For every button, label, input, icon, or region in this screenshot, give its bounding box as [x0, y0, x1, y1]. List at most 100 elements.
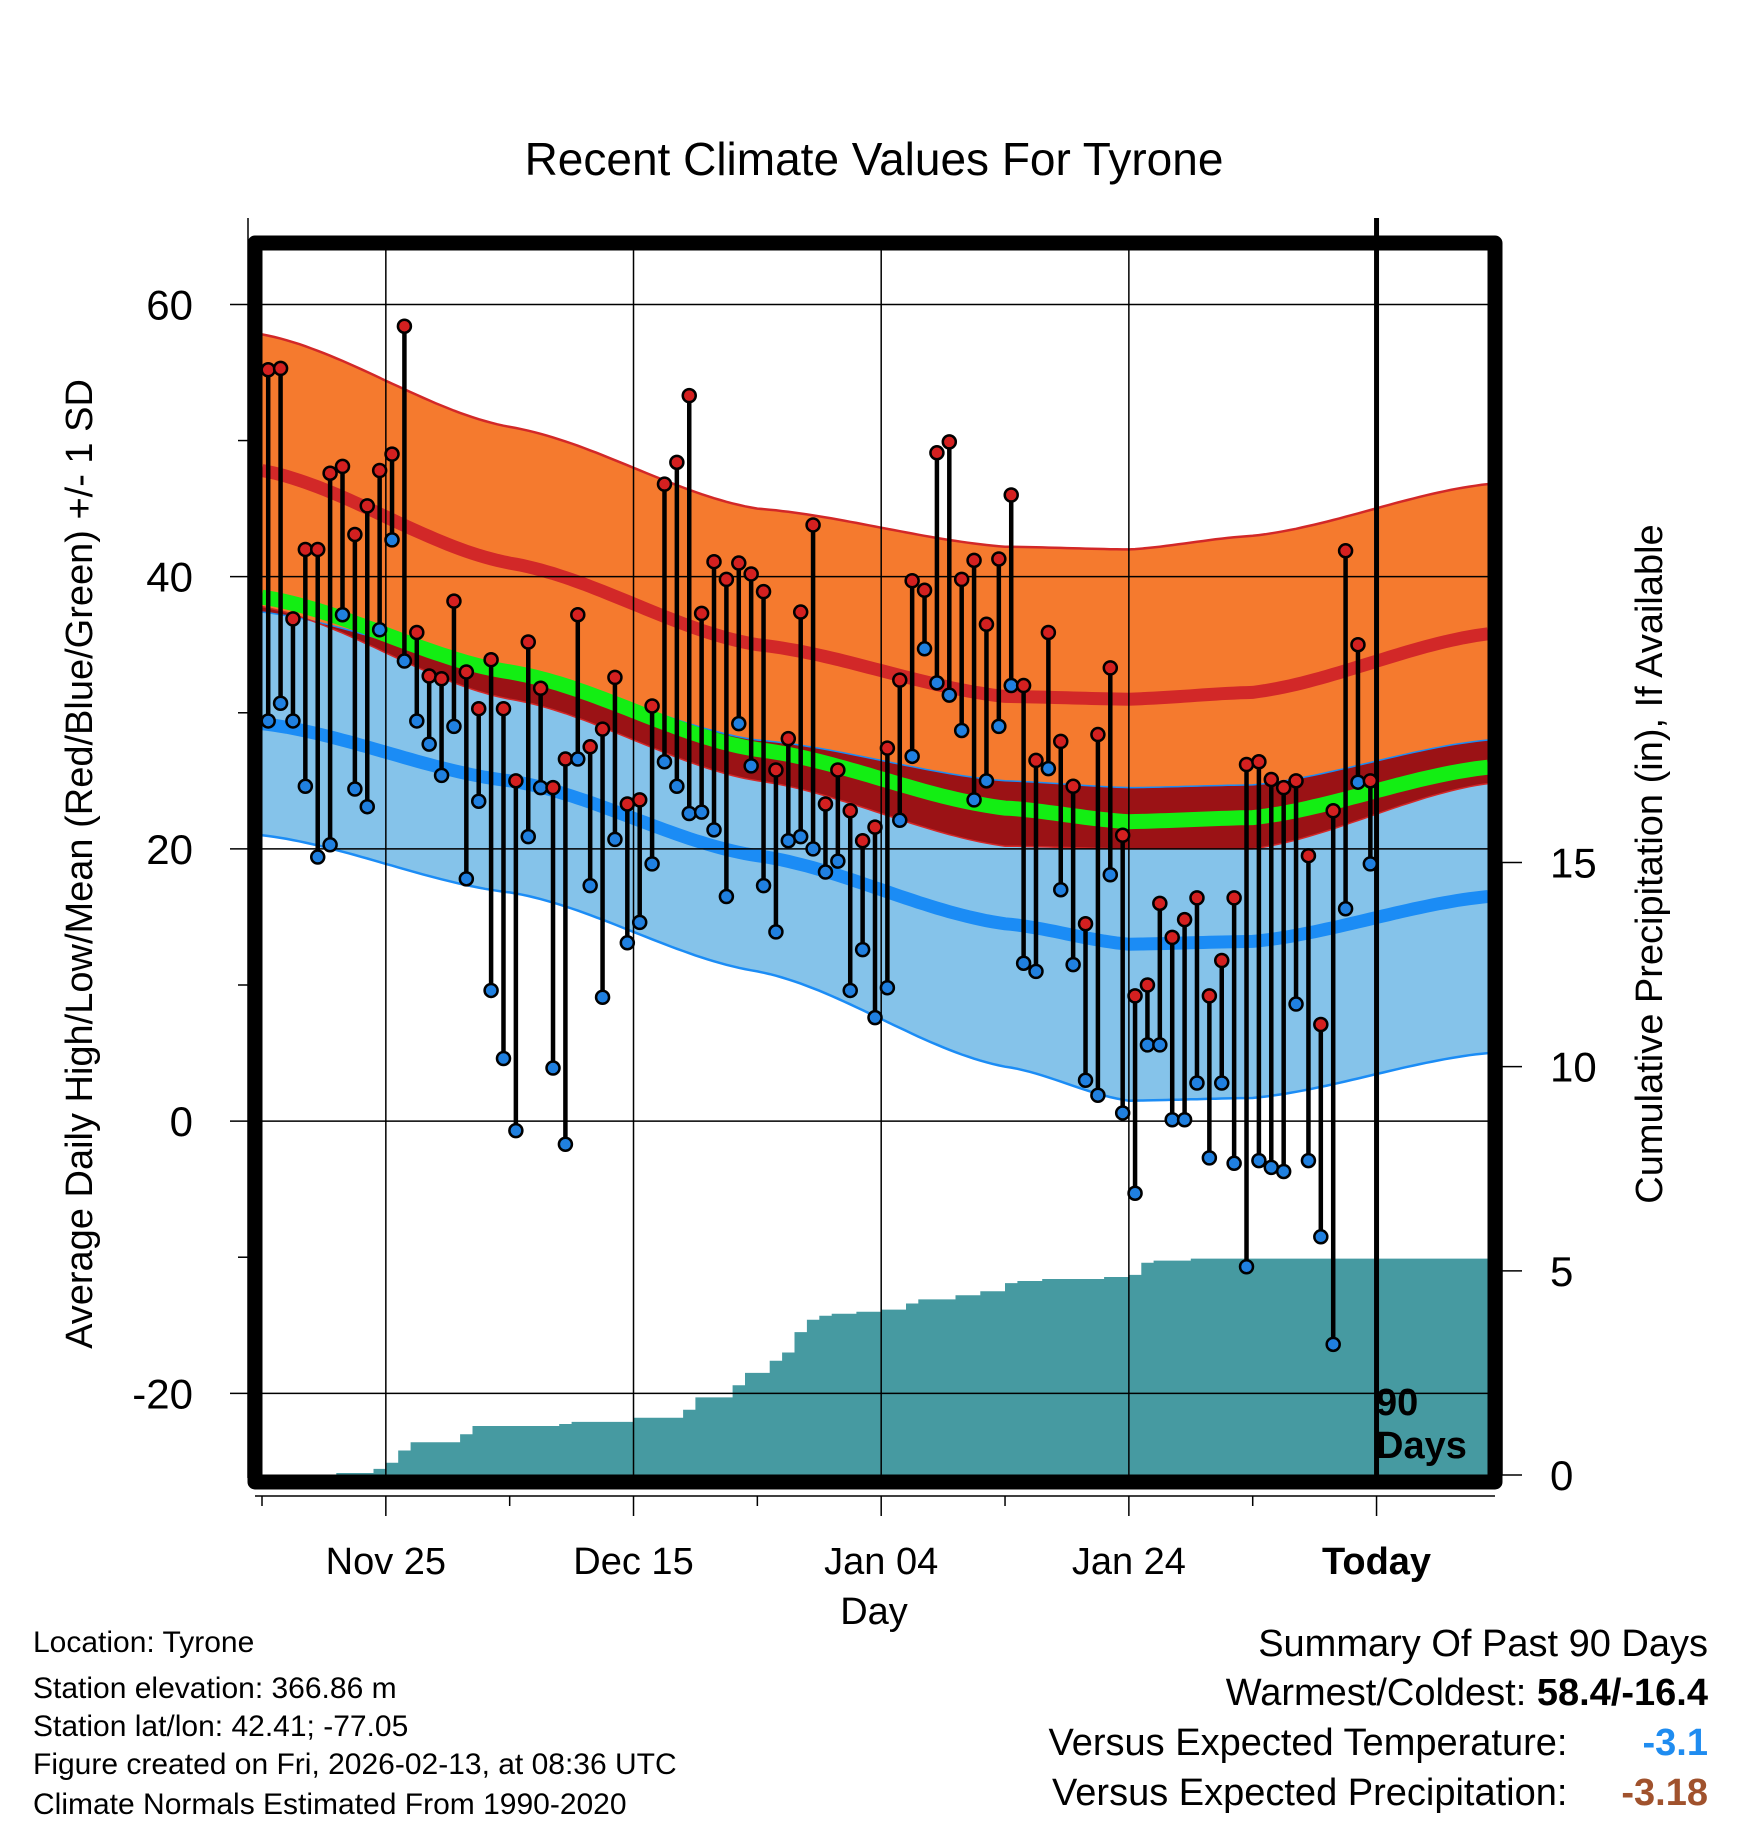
observed-high-point — [594, 721, 611, 737]
observed-high-point — [260, 362, 276, 378]
observed-high-point — [1300, 847, 1317, 864]
observed-high-point — [631, 792, 648, 808]
observed-low-point — [669, 778, 685, 795]
y-tick-label: 20 — [146, 826, 193, 873]
summary-title: Summary Of Past 90 Days — [1258, 1623, 1708, 1665]
observed-high-point — [1139, 977, 1156, 993]
observed-low-point — [1189, 1075, 1205, 1091]
observed-low-point — [656, 754, 673, 770]
observed-high-point — [854, 832, 871, 849]
observed-high-point — [1337, 543, 1354, 559]
observed-high-point — [656, 476, 673, 492]
observed-low-point — [966, 792, 982, 808]
observed-low-point — [1015, 955, 1032, 971]
observed-low-point — [718, 888, 735, 905]
observed-high-point — [495, 700, 512, 717]
observed-high-point — [1065, 778, 1081, 795]
observed-low-point — [309, 849, 326, 865]
observed-high-point — [1362, 773, 1379, 789]
observed-high-point — [1263, 771, 1280, 788]
observed-high-point — [830, 762, 846, 778]
observed-high-point — [1176, 911, 1193, 928]
elevation-text: Station elevation: 366.86 m — [33, 1672, 397, 1705]
observed-high-point — [941, 434, 958, 450]
observed-high-point — [1077, 916, 1094, 932]
observed-high-point — [619, 796, 636, 812]
plot-area — [260, 218, 1488, 1475]
observed-high-point — [297, 541, 314, 558]
observed-low-point — [607, 831, 623, 848]
x-axis: Nov 25 Dec 15 Jan 04 Jan 24 Today — [255, 1495, 1495, 1583]
observed-low-point — [483, 982, 499, 999]
observed-high-point — [309, 541, 326, 558]
observed-low-point — [743, 758, 759, 774]
observed-low-point — [644, 856, 660, 872]
observed-high-point — [792, 604, 809, 620]
observed-low-point — [681, 805, 697, 822]
observed-high-point — [1053, 733, 1069, 750]
observed-high-point — [978, 616, 995, 633]
observed-high-point — [817, 796, 834, 812]
observed-low-point — [470, 793, 487, 809]
observed-high-point — [582, 739, 598, 755]
x-tick-label: Today — [1322, 1541, 1431, 1583]
observed-low-point — [1152, 1037, 1168, 1053]
observed-high-point — [966, 552, 982, 569]
observed-low-point — [929, 675, 945, 691]
observed-high-point — [520, 634, 537, 650]
x-axis-label: Day — [840, 1591, 908, 1633]
observed-low-point — [322, 837, 338, 853]
observed-low-point — [619, 935, 636, 951]
y-tick-label: 60 — [146, 281, 193, 328]
observed-low-point — [805, 841, 821, 857]
plot-border — [247, 235, 1503, 1490]
observed-low-point — [1127, 1185, 1143, 1201]
observed-high-point — [1313, 1016, 1329, 1033]
observed-low-point — [396, 653, 413, 669]
observed-low-point — [1003, 677, 1019, 694]
summary-precip: Versus Expected Precipitation: -3.18 — [1052, 1772, 1708, 1815]
precip-value: -3.18 — [1621, 1772, 1708, 1814]
observed-low-point — [495, 1050, 512, 1067]
x-tick-label: Jan 24 — [1072, 1541, 1186, 1583]
precip-label: Versus Expected Precipitation: — [1052, 1772, 1568, 1814]
summary-warmest-coldest: Warmest/Coldest: 58.4/-16.4 — [1226, 1672, 1708, 1715]
observed-high-point — [607, 669, 623, 686]
observed-low-point — [1040, 760, 1057, 777]
observed-low-point — [384, 532, 400, 548]
observed-low-point — [1350, 774, 1366, 790]
observed-low-point — [520, 828, 537, 845]
observed-low-point — [755, 877, 772, 894]
summary-temp: Versus Expected Temperature: -3.1 — [1049, 1722, 1708, 1765]
observed-low-point — [1201, 1150, 1218, 1166]
observed-low-point — [1139, 1037, 1156, 1053]
observed-low-point — [1102, 867, 1119, 883]
observed-low-point — [582, 877, 598, 894]
x-tick-label: Dec 15 — [573, 1541, 693, 1583]
observed-high-point — [433, 671, 450, 687]
observed-high-point — [272, 360, 289, 377]
observed-low-point — [334, 607, 351, 623]
observed-low-point — [532, 779, 549, 796]
observed-high-point — [1201, 988, 1218, 1004]
observed-high-point — [1164, 929, 1180, 946]
observed-high-point — [371, 462, 388, 479]
warmest-coldest-label: Warmest/Coldest: — [1225, 1672, 1527, 1714]
observed-low-point — [1313, 1229, 1329, 1245]
observed-high-point — [532, 680, 549, 697]
observed-high-point — [718, 571, 735, 588]
observed-low-point — [260, 713, 276, 729]
observed-low-point — [285, 713, 301, 729]
observed-low-point — [433, 767, 450, 784]
temp-value: -3.1 — [1642, 1722, 1708, 1764]
observed-low-point — [941, 687, 958, 703]
observed-high-point — [867, 819, 883, 835]
observed-low-point — [1213, 1075, 1230, 1091]
observed-low-point — [631, 914, 648, 931]
observed-low-point — [409, 713, 425, 729]
observed-high-point — [285, 611, 301, 627]
observed-low-point — [1251, 1152, 1267, 1169]
observed-high-point — [347, 526, 363, 543]
observed-low-point — [1275, 1163, 1292, 1180]
observed-high-point — [396, 318, 413, 334]
